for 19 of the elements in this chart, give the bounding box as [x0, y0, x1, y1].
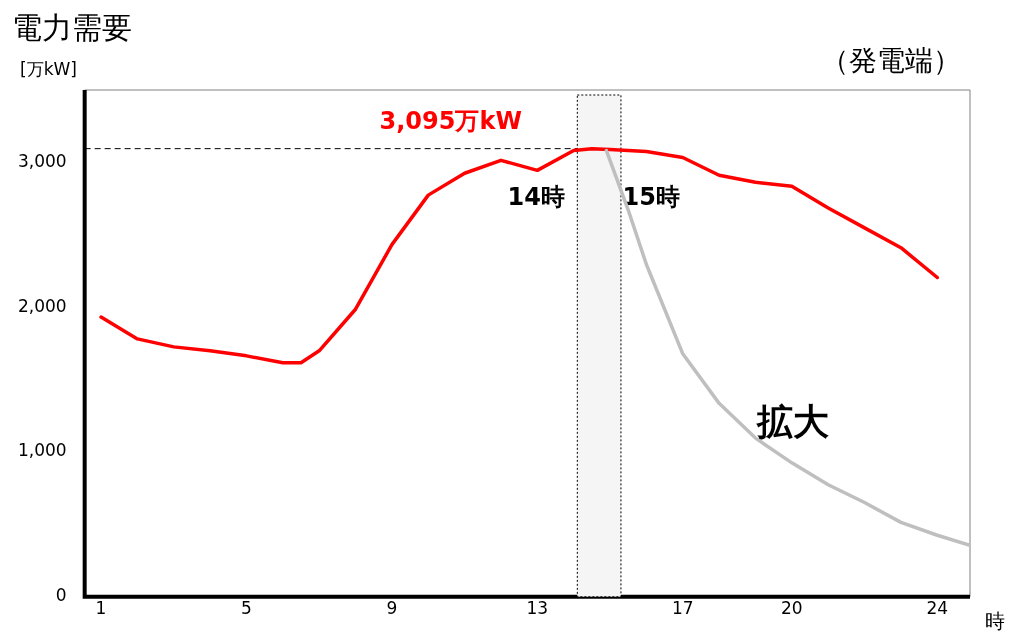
x-tick-label: 9 [386, 598, 398, 619]
y-axis-title: [万kW] [20, 58, 77, 81]
x-tick-label: 17 [671, 598, 694, 619]
y-tick-label: 1,000 [18, 440, 67, 461]
chart-title: 電力需要 [12, 9, 132, 47]
y-tick-label: 2,000 [18, 295, 67, 316]
x-axis-title: 時 [985, 608, 1005, 635]
y-tick-label: 3,000 [18, 150, 67, 171]
x-tick-label: 5 [241, 598, 252, 619]
annotation: 3,095万kW [379, 106, 522, 135]
x-tick-label: 20 [781, 598, 803, 619]
annotation: 拡大 [755, 400, 829, 442]
x-tick-label: 1 [95, 598, 107, 619]
y-tick-label: 0 [55, 585, 67, 606]
x-tick-label: 13 [526, 598, 549, 619]
annotation: 15時 [622, 183, 680, 212]
annotation: 14時 [507, 183, 565, 212]
chart-subtitle: （発電端） [821, 43, 961, 79]
x-tick-label: 24 [926, 598, 949, 619]
